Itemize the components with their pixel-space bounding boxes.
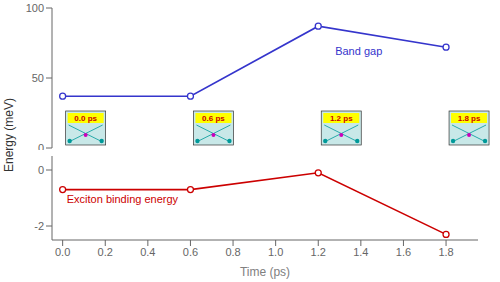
svg-text:-2: -2 [34, 220, 44, 232]
svg-text:50: 50 [32, 72, 44, 84]
svg-text:1.2: 1.2 [311, 246, 326, 258]
svg-text:1.4: 1.4 [353, 246, 368, 258]
svg-text:100: 100 [26, 2, 44, 14]
svg-text:1.0: 1.0 [268, 246, 283, 258]
svg-text:0.6 ps: 0.6 ps [202, 114, 225, 123]
svg-text:Band gap: Band gap [335, 45, 382, 57]
svg-text:Energy (meV): Energy (meV) [8, 98, 16, 172]
svg-text:0.0 ps: 0.0 ps [74, 114, 97, 123]
svg-text:Exciton binding energy: Exciton binding energy [67, 193, 179, 205]
svg-text:0.4: 0.4 [140, 246, 155, 258]
svg-text:0: 0 [38, 164, 44, 176]
svg-text:0: 0 [38, 142, 44, 150]
svg-text:Time (ps): Time (ps) [240, 265, 290, 279]
svg-text:0.0: 0.0 [55, 246, 70, 258]
svg-text:1.6: 1.6 [396, 246, 411, 258]
svg-text:1.2 ps: 1.2 ps [330, 114, 353, 123]
svg-text:0.2: 0.2 [98, 246, 113, 258]
svg-text:0.8: 0.8 [225, 246, 240, 258]
svg-text:0.6: 0.6 [183, 246, 198, 258]
svg-text:1.8 ps: 1.8 ps [458, 114, 481, 123]
svg-text:1.8: 1.8 [438, 246, 453, 258]
